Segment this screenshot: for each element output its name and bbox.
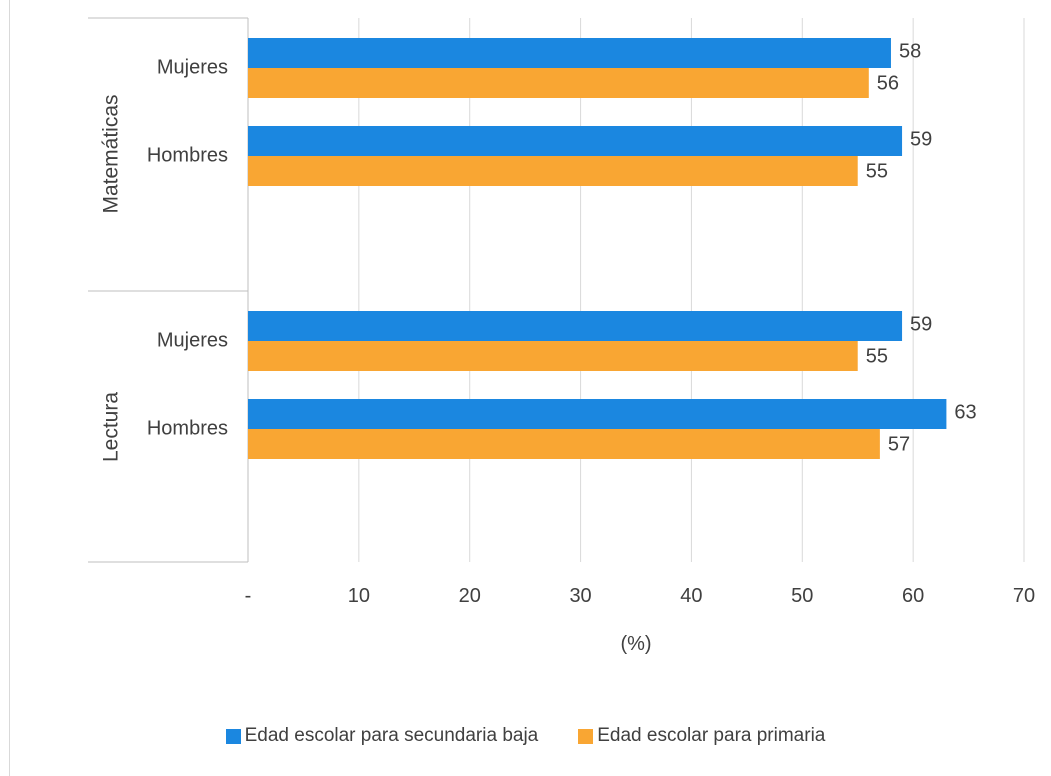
chart-frame-border xyxy=(9,0,10,776)
data-label: 57 xyxy=(888,433,910,455)
x-tick-label: - xyxy=(245,585,252,607)
category-label: Mujeres xyxy=(157,329,228,351)
x-tick-label: 50 xyxy=(791,585,813,607)
bar xyxy=(248,311,903,341)
data-label: 55 xyxy=(866,160,888,182)
data-label: 56 xyxy=(877,72,899,94)
bar xyxy=(248,38,891,68)
category-label: Hombres xyxy=(147,417,228,439)
data-label: 55 xyxy=(866,345,888,367)
data-label: 59 xyxy=(910,313,932,335)
group-label: Matemáticas xyxy=(100,94,123,213)
x-tick-label: 70 xyxy=(1013,585,1035,607)
x-tick-label: 30 xyxy=(569,585,591,607)
bar xyxy=(248,68,869,98)
legend-swatch-primaria xyxy=(578,728,594,744)
x-tick-label: 10 xyxy=(348,585,370,607)
data-label: 63 xyxy=(954,401,976,423)
x-tick-label: 20 xyxy=(459,585,481,607)
bar xyxy=(248,126,903,156)
category-label: Hombres xyxy=(147,144,228,166)
x-tick-label: 60 xyxy=(902,585,924,607)
x-tick-label: 40 xyxy=(680,585,702,607)
legend: Edad escolar para secundaria baja Edad e… xyxy=(0,725,1051,747)
data-label: 59 xyxy=(910,128,932,150)
data-label: 58 xyxy=(899,40,921,62)
legend-label-primaria: Edad escolar para primaria xyxy=(597,725,826,746)
group-label: Lectura xyxy=(100,392,123,462)
legend-item-primaria: Edad escolar para primaria xyxy=(578,725,825,747)
legend-item-secundaria: Edad escolar para secundaria baja xyxy=(225,725,539,747)
x-axis-title: (%) xyxy=(620,633,651,655)
legend-label-secundaria: Edad escolar para secundaria baja xyxy=(244,725,539,746)
legend-swatch-secundaria xyxy=(225,728,241,744)
bar xyxy=(248,341,858,371)
bar xyxy=(248,429,880,459)
category-label: Mujeres xyxy=(157,56,228,78)
bar xyxy=(248,156,858,186)
bar xyxy=(248,399,947,429)
